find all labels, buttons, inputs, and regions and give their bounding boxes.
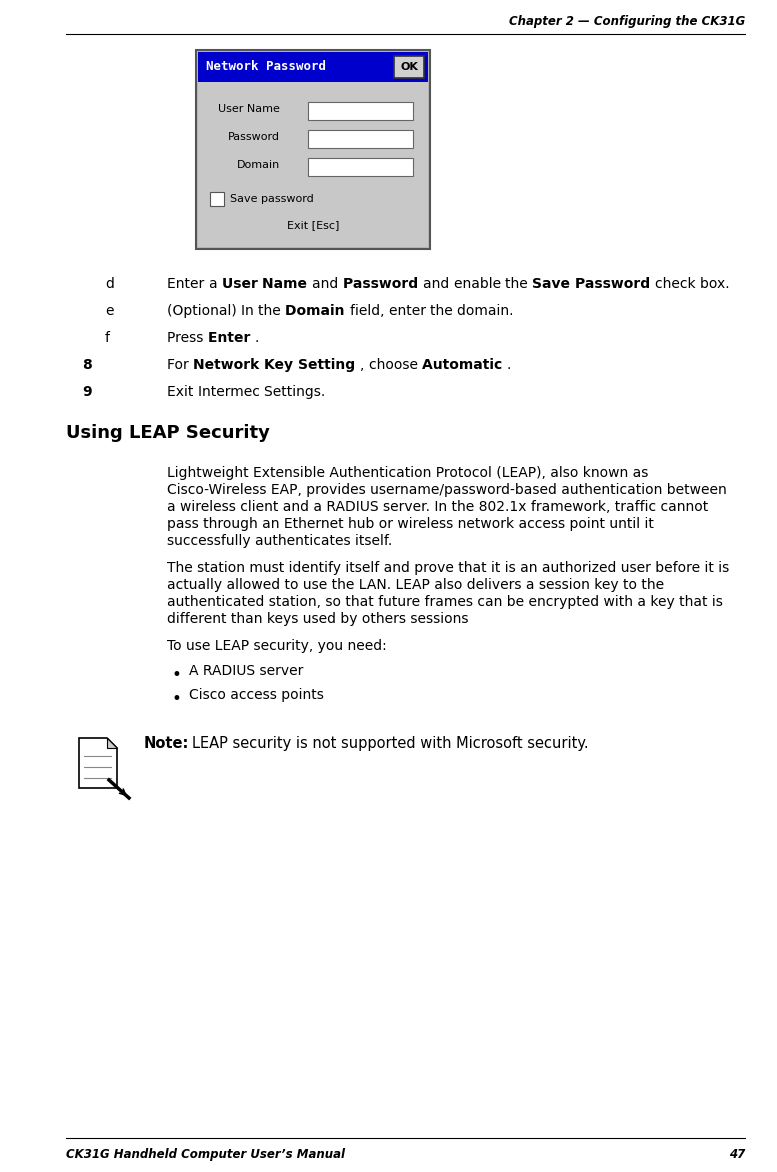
PathPatch shape (107, 738, 117, 748)
Text: The station must identify itself and prove that it is an authorized user before : The station must identify itself and pro… (167, 561, 730, 575)
Text: enter: enter (388, 304, 430, 318)
Text: LEAP security is not supported with Microsoft security.: LEAP security is not supported with Micr… (193, 736, 589, 751)
Text: e: e (105, 304, 113, 318)
Text: Exit [Esc]: Exit [Esc] (287, 220, 340, 230)
Text: the: the (505, 277, 532, 291)
Text: a wireless client and a RADIUS server. In the 802.1x framework, traffic cannot: a wireless client and a RADIUS server. I… (167, 500, 709, 515)
Text: the: the (258, 304, 285, 318)
Text: pass through an Ethernet hub or wireless network access point until it: pass through an Ethernet hub or wireless… (167, 517, 654, 531)
Text: (Optional): (Optional) (167, 304, 241, 318)
Text: Cisco-Wireless EAP, provides username/password-based authentication between: Cisco-Wireless EAP, provides username/pa… (167, 483, 726, 497)
Text: Password: Password (343, 277, 423, 291)
Text: Key: Key (264, 357, 298, 372)
Text: Password: Password (228, 132, 280, 142)
Text: 8: 8 (82, 357, 92, 372)
Text: Save: Save (532, 277, 575, 291)
Text: Network: Network (193, 357, 264, 372)
Text: .: . (507, 357, 516, 372)
Bar (198, 52, 428, 82)
Text: Domain: Domain (237, 161, 280, 170)
Bar (308, 158, 413, 176)
Text: authenticated station, so that future frames can be encrypted with a key that is: authenticated station, so that future fr… (167, 595, 723, 609)
Text: Settings.: Settings. (264, 384, 329, 398)
Text: User: User (221, 277, 263, 291)
Bar (308, 130, 413, 148)
Bar (210, 192, 224, 206)
Text: box.: box. (700, 277, 734, 291)
Text: For: For (167, 357, 193, 372)
Text: Name: Name (263, 277, 312, 291)
Bar (308, 102, 413, 120)
Text: •: • (172, 690, 182, 708)
Text: A RADIUS server: A RADIUS server (189, 665, 303, 677)
Text: field,: field, (350, 304, 388, 318)
Text: Setting: Setting (298, 357, 360, 372)
Text: OK: OK (400, 62, 418, 71)
Text: and: and (423, 277, 454, 291)
Text: and: and (312, 277, 343, 291)
Text: ,: , (360, 357, 369, 372)
Text: .: . (255, 331, 263, 345)
Text: Exit: Exit (167, 384, 198, 398)
Text: 9: 9 (82, 384, 92, 398)
Text: Enter: Enter (167, 277, 209, 291)
Text: Chapter 2 — Configuring the CK31G: Chapter 2 — Configuring the CK31G (509, 15, 745, 28)
Text: In: In (241, 304, 258, 318)
Text: choose: choose (369, 357, 422, 372)
Text: Intermec: Intermec (198, 384, 264, 398)
Text: enable: enable (454, 277, 505, 291)
Text: Automatic: Automatic (422, 357, 507, 372)
Text: Using LEAP Security: Using LEAP Security (66, 424, 270, 442)
Text: •: • (172, 666, 182, 684)
Text: Note:: Note: (144, 736, 190, 751)
Text: CK31G Handheld Computer User’s Manual: CK31G Handheld Computer User’s Manual (66, 1149, 345, 1161)
Text: the: the (430, 304, 457, 318)
Text: a: a (209, 277, 221, 291)
Text: Domain: Domain (285, 304, 350, 318)
Text: 47: 47 (729, 1149, 745, 1161)
Text: Cisco access points: Cisco access points (189, 688, 324, 702)
Text: domain.: domain. (457, 304, 518, 318)
Text: successfully authenticates itself.: successfully authenticates itself. (167, 534, 392, 548)
Text: Network Password: Network Password (206, 61, 326, 74)
Text: Enter: Enter (207, 331, 255, 345)
Text: Save password: Save password (230, 195, 314, 204)
Text: d: d (105, 277, 114, 291)
Text: To use LEAP security, you need:: To use LEAP security, you need: (167, 639, 387, 653)
PathPatch shape (79, 738, 117, 788)
Bar (196, 50, 430, 248)
Bar (394, 56, 424, 79)
Text: check: check (655, 277, 700, 291)
Text: Password: Password (575, 277, 655, 291)
Text: Press: Press (167, 331, 207, 345)
Text: User Name: User Name (218, 104, 280, 114)
Bar (198, 82, 428, 247)
Text: actually allowed to use the LAN. LEAP also delivers a session key to the: actually allowed to use the LAN. LEAP al… (167, 578, 664, 592)
Text: different than keys used by others sessions: different than keys used by others sessi… (167, 612, 469, 626)
Text: Lightweight Extensible Authentication Protocol (LEAP), also known as: Lightweight Extensible Authentication Pr… (167, 466, 648, 481)
Text: f: f (105, 331, 110, 345)
